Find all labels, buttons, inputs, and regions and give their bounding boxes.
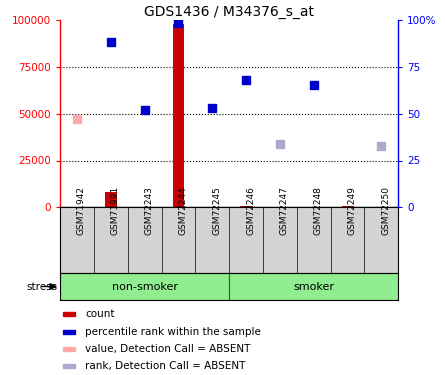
Bar [342, 206, 353, 207]
Title: GDS1436 / M34376_s_at: GDS1436 / M34376_s_at [144, 5, 314, 19]
Bar [64, 364, 75, 368]
Bar [240, 206, 252, 207]
Text: GSM72248: GSM72248 [314, 186, 323, 235]
Text: percentile rank within the sample: percentile rank within the sample [85, 327, 261, 337]
Text: smoker: smoker [293, 282, 334, 291]
Text: non-smoker: non-smoker [112, 282, 178, 291]
Bar [64, 312, 75, 316]
Text: GSM72247: GSM72247 [280, 186, 289, 235]
Bar [64, 347, 75, 351]
Bar [64, 330, 75, 334]
Bar [229, 273, 398, 300]
Bar [173, 24, 184, 207]
Text: GSM72245: GSM72245 [212, 186, 221, 235]
Text: GSM72243: GSM72243 [145, 186, 154, 235]
Text: stress: stress [27, 282, 58, 291]
Text: value, Detection Call = ABSENT: value, Detection Call = ABSENT [85, 344, 251, 354]
Text: GSM71991: GSM71991 [111, 186, 120, 235]
Text: GSM72246: GSM72246 [246, 186, 255, 235]
Text: GSM72250: GSM72250 [381, 186, 390, 235]
Text: rank, Detection Call = ABSENT: rank, Detection Call = ABSENT [85, 362, 246, 371]
Bar [105, 192, 117, 207]
Text: GSM72249: GSM72249 [348, 186, 356, 235]
Text: GSM71942: GSM71942 [77, 186, 86, 235]
Bar [60, 273, 229, 300]
Text: count: count [85, 309, 115, 320]
Text: GSM72244: GSM72244 [178, 186, 187, 235]
